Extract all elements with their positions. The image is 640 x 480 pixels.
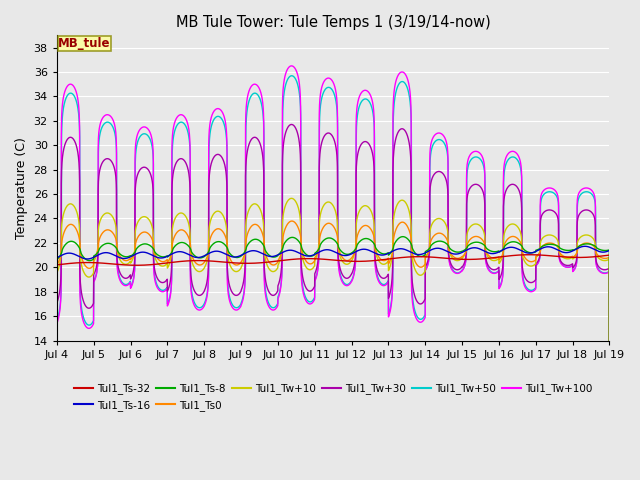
Tul1_Ts-8 (399, 234, 406, 240)
Tul1_Ts-8 (488, 249, 496, 254)
Tul1_Tw+10 (605, 257, 612, 263)
Tul1_Ts0 (605, 255, 612, 261)
Tul1_Tw+100 (152, 282, 160, 288)
Tul1_Ts-32 (488, 255, 496, 261)
Tul1_Tw+50 (288, 73, 296, 79)
Tul1_Ts-16 (313, 251, 321, 256)
Tul1_Tw+50 (313, 272, 321, 278)
Tul1_Ts-32 (457, 256, 465, 262)
Tul1_Tw+50 (53, 317, 61, 323)
Tul1_Ts-16 (53, 255, 61, 261)
Tul1_Tw+50 (457, 268, 465, 274)
Tul1_Ts-16 (605, 248, 612, 253)
Tul1_Ts0 (313, 252, 321, 258)
Tul1_Ts-32 (152, 261, 160, 267)
Tul1_Ts-16 (581, 243, 589, 249)
Tul1_Ts-32 (525, 252, 533, 258)
Tul1_Tw+10 (287, 195, 295, 201)
Tul1_Ts-8 (457, 249, 465, 254)
Line: Tul1_Ts0: Tul1_Ts0 (57, 221, 609, 480)
Tul1_Tw+10 (313, 253, 321, 259)
Tul1_Tw+50 (488, 270, 496, 276)
Tul1_Tw+50 (605, 269, 612, 275)
Tul1_Tw+30 (313, 266, 321, 272)
Tul1_Ts-8 (312, 249, 320, 255)
Tul1_Tw+10 (457, 256, 465, 262)
Tul1_Ts-8 (152, 251, 160, 256)
Tul1_Ts-16 (488, 251, 496, 256)
Line: Tul1_Tw+30: Tul1_Tw+30 (57, 124, 609, 480)
Tul1_Ts0 (457, 254, 465, 260)
Tul1_Ts-16 (605, 248, 613, 253)
Tul1_Ts0 (152, 253, 160, 259)
Tul1_Tw+100 (605, 269, 612, 275)
Tul1_Tw+100 (488, 270, 496, 276)
Tul1_Tw+10 (488, 257, 496, 263)
Tul1_Ts-16 (457, 250, 465, 256)
Line: Tul1_Tw+50: Tul1_Tw+50 (57, 76, 609, 480)
Title: MB Tule Tower: Tule Temps 1 (3/19/14-now): MB Tule Tower: Tule Temps 1 (3/19/14-now… (176, 15, 490, 30)
Tul1_Ts-16 (152, 254, 160, 260)
Tul1_Tw+100 (313, 273, 321, 279)
Tul1_Ts0 (427, 240, 435, 245)
Line: Tul1_Ts-32: Tul1_Ts-32 (57, 255, 609, 265)
Tul1_Ts0 (288, 218, 296, 224)
Tul1_Tw+30 (152, 273, 160, 278)
Line: Tul1_Ts-8: Tul1_Ts-8 (57, 237, 609, 480)
Tul1_Tw+30 (53, 300, 61, 306)
Tul1_Ts0 (488, 255, 496, 261)
Tul1_Tw+10 (152, 257, 160, 263)
Tul1_Tw+100 (53, 321, 61, 326)
Tul1_Tw+10 (427, 226, 435, 232)
Tul1_Tw+30 (605, 265, 612, 271)
Tul1_Ts-32 (605, 252, 612, 258)
Line: Tul1_Ts-16: Tul1_Ts-16 (57, 246, 609, 259)
Tul1_Tw+100 (427, 144, 435, 150)
Tul1_Tw+50 (152, 279, 160, 285)
Tul1_Tw+30 (287, 121, 295, 127)
Tul1_Tw+30 (427, 182, 435, 188)
Tul1_Ts-32 (605, 252, 613, 258)
Tul1_Ts-32 (313, 256, 321, 262)
Tul1_Ts-16 (427, 247, 435, 253)
Line: Tul1_Tw+100: Tul1_Tw+100 (57, 66, 609, 480)
Tul1_Tw+30 (457, 265, 465, 271)
Tul1_Ts-8 (53, 256, 61, 262)
Tul1_Ts-8 (427, 244, 435, 250)
Tul1_Tw+100 (287, 63, 295, 69)
Y-axis label: Temperature (C): Temperature (C) (15, 137, 28, 239)
Tul1_Ts-32 (133, 263, 141, 268)
Tul1_Ts0 (53, 262, 61, 268)
Tul1_Tw+100 (457, 269, 465, 275)
Tul1_Tw+30 (488, 266, 496, 272)
Tul1_Ts-16 (83, 256, 91, 262)
Tul1_Tw+10 (53, 270, 61, 276)
Legend: Tul1_Ts-32, Tul1_Ts-16, Tul1_Ts-8, Tul1_Ts0, Tul1_Tw+10, Tul1_Tw+30, Tul1_Tw+50,: Tul1_Ts-32, Tul1_Ts-16, Tul1_Ts-8, Tul1_… (70, 379, 596, 415)
Tul1_Ts-8 (605, 247, 612, 253)
Tul1_Ts-32 (427, 254, 435, 260)
Tul1_Tw+50 (427, 153, 435, 159)
Line: Tul1_Tw+10: Tul1_Tw+10 (57, 198, 609, 480)
Tul1_Ts-32 (53, 262, 61, 268)
